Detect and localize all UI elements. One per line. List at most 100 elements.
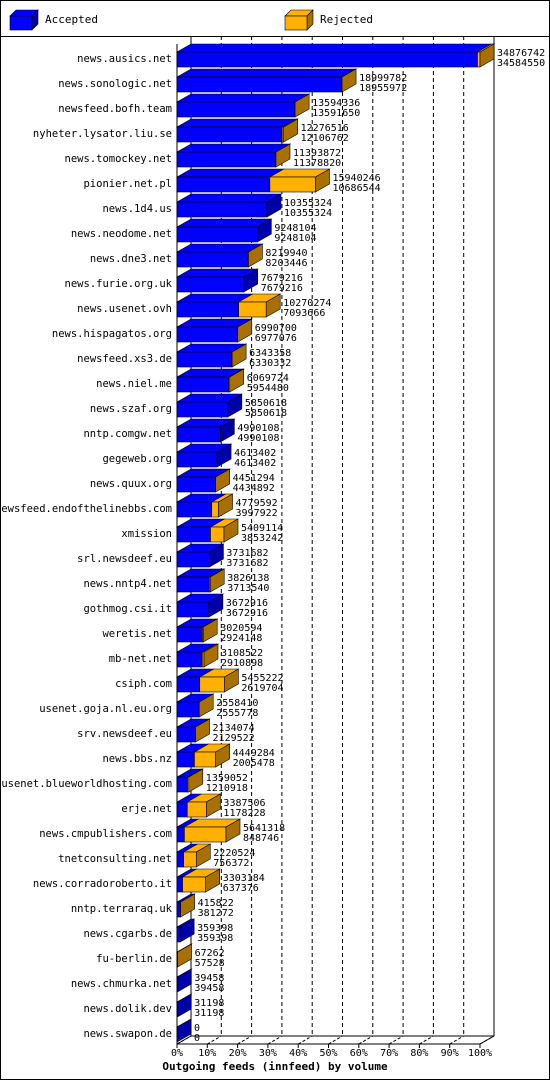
host-label: news.bbs.nz [102,753,172,765]
bar-side [237,318,253,343]
legend-label: Rejected [320,13,373,26]
total-label: 34876742 [497,48,545,59]
bar [269,176,316,193]
host-label: tnetconsulting.net [58,853,172,865]
host-label: news.dne3.net [90,253,172,265]
legend-swatch [284,15,308,31]
host-label: gothmog.csi.it [83,603,172,615]
bar-side [179,918,195,943]
host-label: nntp.comgw.net [83,428,172,440]
bar [176,601,210,618]
accepted-label: 7679216 [261,283,303,294]
accepted-label: 6977076 [255,333,297,344]
bar [176,476,216,493]
total-label: 4451294 [233,473,275,484]
bar-side [275,143,291,168]
host-label: erje.net [121,803,172,815]
bar-side [176,1018,192,1043]
bar [176,551,210,568]
bar [176,626,203,643]
host-label: weretis.net [102,628,172,640]
accepted-label: 848746 [243,833,279,844]
bar [176,576,210,593]
total-label: 4613402 [234,448,276,459]
bar-side [243,268,259,293]
host-label: srv.newsdeef.eu [77,728,172,740]
bar-top [175,193,283,203]
bar-side [202,618,218,643]
host-label: xmission [121,528,172,540]
bar [184,826,227,843]
bar-side [209,568,225,593]
total-label: 2558410 [216,698,258,709]
host-label: news.szaf.org [90,403,172,415]
bar [176,226,258,243]
accepted-label: 10686544 [332,183,380,194]
bar-side [198,693,214,718]
total-label: 359398 [197,923,233,934]
host-label: news.sonologic.net [58,78,172,90]
host-label: news.hispagatos.org [52,328,172,340]
x-tick-label: 70% [380,1048,398,1059]
grid-floor-line [237,1035,252,1045]
accepted-label: 4613402 [234,458,276,469]
host-label: news.1d4.us [102,203,172,215]
bar [176,401,229,418]
bar [176,751,195,768]
bar-side [257,218,272,243]
total-label: 3672916 [226,598,268,609]
bar-side [220,418,235,443]
accepted-label: 34584550 [497,58,545,69]
total-label: 18999782 [359,73,407,84]
total-label: 31198 [194,998,224,1009]
accepted-label: 3713540 [227,583,269,594]
bar-side [341,68,357,93]
host-label: news.niel.me [96,378,172,390]
bar-top [175,118,298,128]
accepted-label: 12106762 [301,133,349,144]
total-label: 10270274 [283,298,331,309]
total-label: 5409114 [241,523,283,534]
accepted-label: 2129522 [213,733,255,744]
accepted-label: 637376 [223,883,259,894]
host-label: newsfeed.bofh.team [58,103,172,115]
bar [176,126,283,143]
bar [176,301,239,318]
accepted-label: 2910898 [221,658,263,669]
accepted-label: 2924148 [220,633,262,644]
host-label: gegeweb.org [102,453,172,465]
host-label: news.cgarbs.de [83,928,172,940]
accepted-label: 359398 [197,933,233,944]
bar [176,151,277,168]
x-tick-label: 50% [319,1048,337,1059]
bar-side [294,93,310,118]
x-tick-label: 100% [468,1048,492,1059]
bar [211,501,219,518]
host-label: news.neodome.net [71,228,172,240]
total-label: 15940246 [332,173,380,184]
accepted-label: 18955972 [359,83,407,94]
total-label: 6069724 [247,373,289,384]
bar [176,801,188,818]
total-label: 39458 [194,973,224,984]
grid-floor-line [207,1035,222,1045]
grid-floor-line [419,1035,434,1045]
total-label: 12276516 [301,123,349,134]
bar-side [205,868,220,893]
host-label: news.ausics.net [77,53,172,65]
accepted-label: 2619704 [241,683,283,694]
bar [477,51,481,68]
x-tick-label: 10% [198,1048,216,1059]
host-label: news.chmurka.net [71,978,172,990]
bar-side [215,468,230,493]
total-label: 6990700 [255,323,297,334]
grid-floor-line [176,1035,192,1045]
accepted-label: 4434892 [233,483,275,494]
bar [176,726,196,743]
accepted-label: 1178228 [223,808,265,819]
bar-side [215,743,230,768]
bar [176,351,233,368]
accepted-label: 0 [194,1033,200,1044]
